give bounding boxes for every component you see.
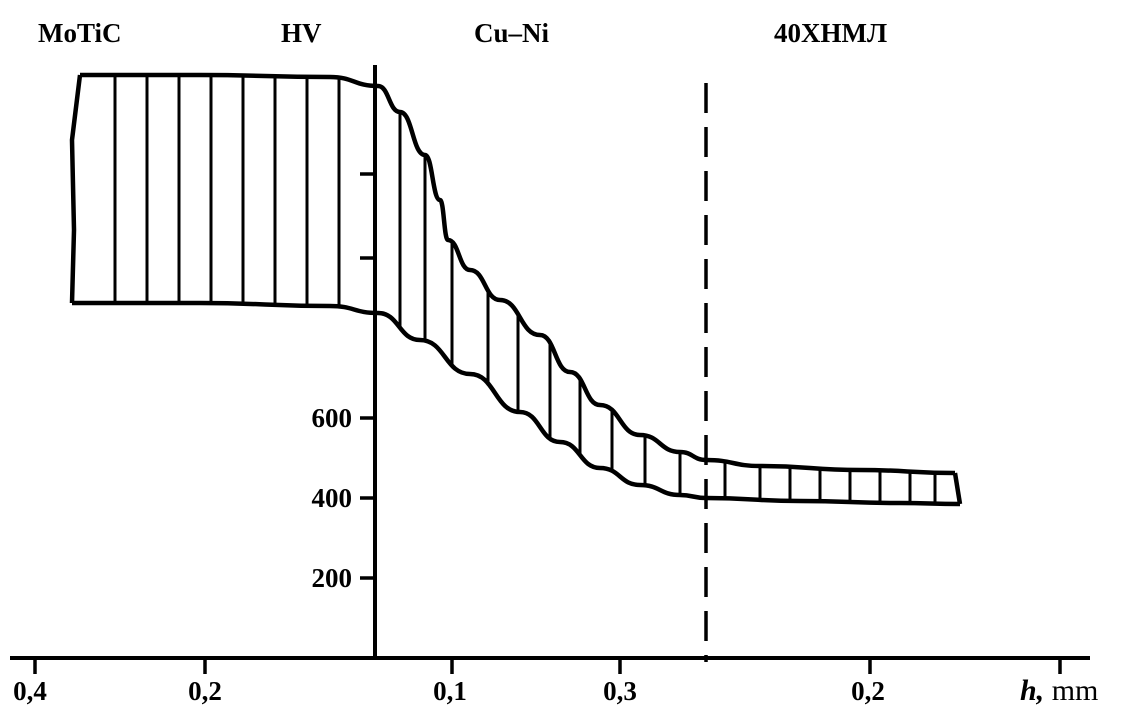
hardness-band [69,72,963,507]
y-tick-label: 400 [312,483,353,513]
x-tick-label: 0,2 [188,676,222,706]
y-ticks: 200 400 600 [312,172,377,593]
band-right-edge [952,472,963,505]
x-tick-label: 0,1 [433,676,467,706]
band-upper-boundary [79,72,956,476]
region-label-cuni: Cu–Ni [474,18,550,48]
x-axis-label: h, mm [1020,674,1098,707]
y-tick-label: 600 [312,403,353,433]
x-tick-label: 0,4 [13,676,47,706]
x-tick-label: 0,2 [851,676,885,706]
band-lower-boundary [72,300,961,507]
band-left-edge [69,74,83,304]
x-ticks: 0,4 0,2 0,1 0,3 0,2 [13,658,1062,706]
x-axis-label-unit: mm [1044,674,1098,707]
region-label-40khnml: 40ХНМЛ [774,18,887,48]
x-tick-label: 0,3 [603,676,637,706]
y-axis-label: HV [281,18,322,48]
y-tick-label: 200 [312,563,353,593]
x-axis-label-var: h, [1020,674,1044,707]
region-label-motic: MoTiC [38,18,122,48]
